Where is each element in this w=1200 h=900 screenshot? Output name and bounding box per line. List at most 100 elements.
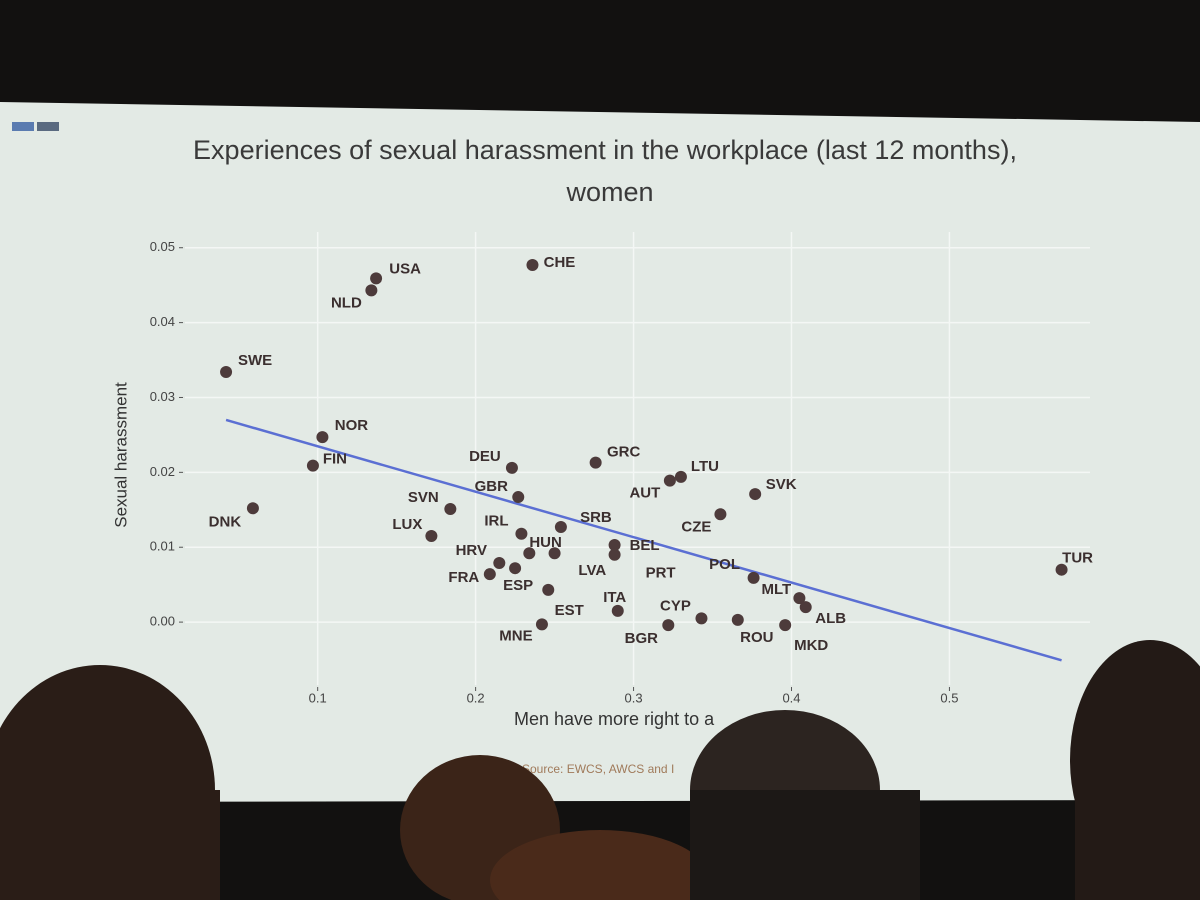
- y-tick-label: 0.02: [150, 464, 175, 479]
- point-label: LUX: [392, 516, 422, 533]
- y-axis-label: Sexual harassment: [111, 382, 130, 528]
- point: [799, 601, 812, 614]
- point-label: FIN: [323, 451, 347, 468]
- point: [365, 284, 378, 297]
- point: [316, 431, 329, 444]
- head: [490, 830, 710, 900]
- point: [535, 618, 548, 631]
- x-axis-label: Men have more right to a: [514, 709, 715, 729]
- point: [608, 548, 621, 561]
- x-tick-label: 0.4: [782, 690, 800, 705]
- point: [1055, 563, 1068, 576]
- point: [493, 556, 506, 569]
- point-label: NLD: [331, 294, 362, 311]
- point-label: TUR: [1062, 550, 1093, 567]
- point: [542, 583, 555, 596]
- point-label: DEU: [469, 448, 501, 465]
- y-tick-label: 0.00: [150, 614, 175, 629]
- y-tick-label: 0.04: [150, 314, 175, 329]
- point: [695, 612, 708, 625]
- point: [611, 604, 624, 617]
- point: [246, 502, 259, 515]
- point: [589, 456, 602, 469]
- point-label: SWE: [238, 352, 272, 369]
- point-label: MKD: [794, 637, 828, 654]
- point-label: HUN: [529, 534, 562, 551]
- point: [779, 619, 792, 632]
- point-label: BGR: [625, 630, 659, 647]
- point-label: FRA: [448, 569, 479, 586]
- point-label: ITA: [603, 589, 626, 606]
- point: [731, 613, 744, 626]
- y-tick-label: 0.01: [150, 539, 175, 554]
- plot: 0.00 0.01 0.02 0.03 0.04 0.05 0.1 0.2 0.3 0.4 0.5 U…: [150, 232, 1093, 705]
- point-label: ALB: [815, 610, 846, 627]
- x-tick-label: 0.2: [467, 690, 485, 705]
- point: [608, 538, 621, 551]
- slide: [0, 102, 1200, 802]
- point-label: CZE: [681, 518, 711, 535]
- point: [793, 592, 806, 605]
- point: [483, 568, 496, 581]
- point: [674, 470, 687, 483]
- point-label: SVK: [766, 476, 797, 493]
- x-tick-label: 0.5: [940, 690, 958, 705]
- point: [220, 366, 233, 379]
- point-label: HRV: [456, 542, 487, 559]
- point: [512, 491, 525, 504]
- point-label: MLT: [762, 581, 792, 598]
- shoulders: [690, 790, 920, 900]
- point: [548, 547, 561, 560]
- y-tick-label: 0.05: [150, 239, 175, 254]
- point-label: IRL: [484, 513, 508, 530]
- logo: [37, 122, 59, 131]
- point-label: POL: [709, 556, 740, 573]
- chart-title: Experiences of sexual harassment in the …: [193, 135, 1017, 165]
- x-tick-label: 0.1: [309, 690, 327, 705]
- point: [662, 619, 675, 632]
- point-label: DNK: [209, 513, 242, 530]
- trend-line: [225, 418, 1062, 662]
- audience: [0, 640, 1200, 900]
- point-label: LTU: [691, 458, 719, 475]
- point: [749, 488, 762, 501]
- point: [714, 508, 727, 521]
- point-label: ESP: [503, 577, 533, 594]
- point-label: PRT: [646, 565, 676, 582]
- shoulders: [1075, 760, 1200, 900]
- logo: [12, 122, 34, 131]
- point: [306, 459, 319, 472]
- point-label: SRB: [580, 509, 612, 526]
- shoulders: [0, 790, 220, 900]
- point-label: ROU: [740, 629, 773, 646]
- point: [747, 571, 760, 584]
- point-label: AUT: [629, 485, 660, 502]
- point-label: SVN: [408, 489, 439, 506]
- point-label: BEL: [630, 537, 660, 554]
- y-tick-label: 0.03: [150, 389, 175, 404]
- point: [505, 461, 518, 474]
- point-label: GRC: [607, 444, 641, 461]
- chart-title: women: [565, 177, 653, 207]
- point-label: GBR: [475, 478, 509, 495]
- point: [509, 562, 522, 575]
- point: [370, 272, 383, 285]
- point: [444, 503, 457, 516]
- point: [523, 547, 536, 560]
- point: [425, 529, 438, 542]
- point-label: MNE: [499, 627, 532, 644]
- point: [554, 521, 567, 534]
- point: [526, 258, 539, 271]
- source: Source: EWCS, AWCS and I: [522, 762, 674, 776]
- point-label: CYP: [660, 597, 691, 614]
- point-label: LVA: [578, 562, 606, 579]
- point-label: CHE: [544, 254, 576, 271]
- point-label: USA: [389, 260, 421, 277]
- point: [663, 474, 676, 487]
- x-tick-label: 0.3: [625, 690, 643, 705]
- point-label: EST: [555, 602, 584, 619]
- point-label: NOR: [335, 417, 369, 434]
- point: [515, 527, 528, 540]
